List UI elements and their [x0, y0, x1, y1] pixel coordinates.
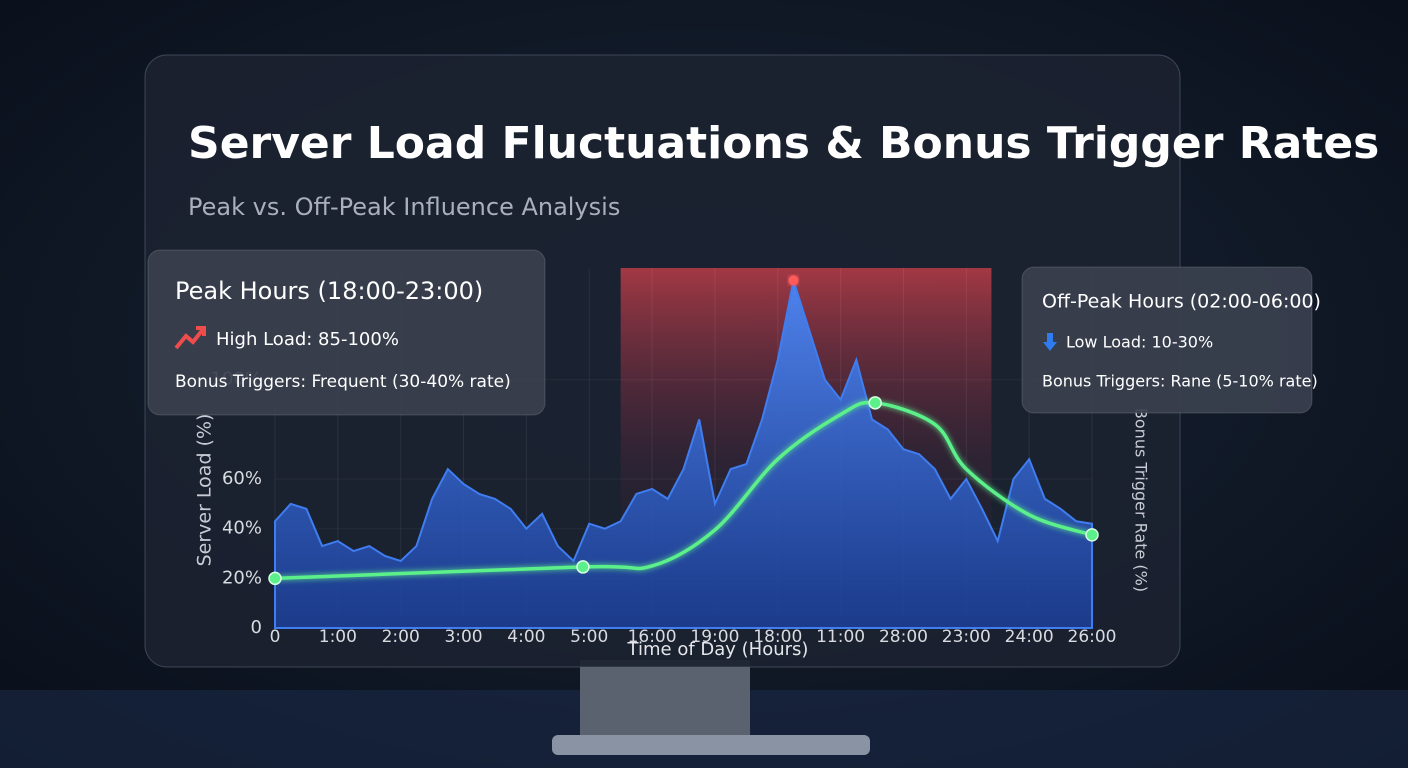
annotation-title: Off-Peak Hours (02:00-06:00) [1042, 291, 1321, 313]
x-tick-label: 3:00 [444, 627, 482, 647]
y-tick-label: 20% [222, 567, 262, 588]
x-axis-title: Time of Day (Hours) [627, 639, 809, 660]
annotation-line: Bonus Triggers: Rane (5-10% rate) [1042, 372, 1318, 391]
y-tick-label: 40% [222, 518, 262, 539]
bonus-marker [868, 396, 882, 410]
bonus-marker [268, 571, 282, 586]
down-arrow-icon [1043, 333, 1057, 351]
x-tick-label: 11:00 [816, 627, 865, 647]
y-tick-label: 0 [251, 617, 262, 638]
x-tick-label: 5:00 [570, 627, 608, 647]
monitor-stand [580, 660, 750, 740]
x-tick-label: 26:00 [1068, 627, 1117, 647]
up-arrow-icon [174, 326, 206, 350]
y2-axis-title: Bonus Trigger Rate (%) [1132, 408, 1151, 592]
annotation-box [147, 249, 546, 416]
x-tick-label: 18:00 [753, 627, 802, 647]
bonus-marker [576, 560, 590, 574]
chart-subtitle: Peak vs. Off-Peak Influence Analysis [188, 193, 620, 221]
y-axis-title: Server Load (%) [194, 414, 216, 567]
annotation-line: High Load: 85-100% [216, 329, 399, 350]
annotation-line: Bonus Triggers: Frequent (30-40% rate) [175, 372, 511, 392]
chart-title: Server Load Fluctuations & Bonus Trigger… [188, 118, 1379, 169]
y-tick-label: 60% [222, 468, 262, 489]
x-tick-label: 2:00 [382, 627, 420, 647]
monitor-base [552, 735, 870, 755]
annotation-box [1021, 266, 1313, 414]
x-tick-label: 24:00 [1005, 627, 1054, 647]
x-tick-label: 4:00 [507, 627, 545, 647]
x-tick-label: 28:00 [879, 627, 928, 647]
bonus-marker [1085, 528, 1099, 542]
annotation-title: Peak Hours (18:00-23:00) [175, 277, 483, 305]
x-tick-label: 23:00 [942, 627, 991, 647]
x-tick-label: 16:00 [628, 627, 677, 647]
x-tick-label: 19:00 [690, 627, 739, 647]
x-tick-label: 0 [270, 627, 281, 647]
peak-marker [788, 275, 799, 286]
load-area [274, 280, 1093, 629]
annotation-line: Low Load: 10-30% [1066, 333, 1213, 352]
x-tick-label: 1:00 [319, 627, 357, 647]
